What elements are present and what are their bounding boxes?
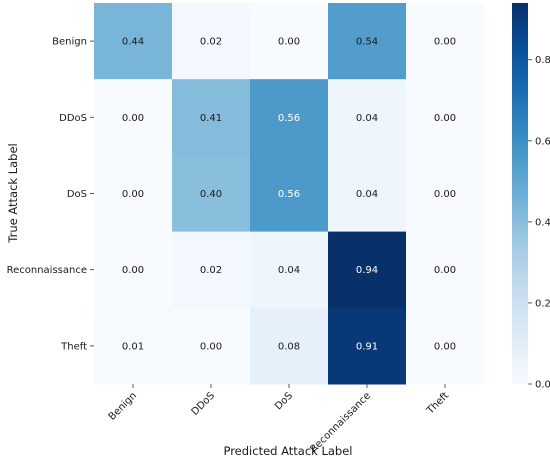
x-tick-label: Benign	[107, 390, 139, 422]
heatmap-cell	[250, 155, 329, 233]
cell-value-label: 0.56	[278, 113, 300, 124]
heatmap-cell	[172, 307, 251, 385]
x-axis-label: Predicted Attack Label	[223, 444, 352, 458]
cell-value-label: 0.94	[356, 265, 378, 276]
colorbar: 0.0 0.2 0.4 0.6 0.8	[512, 3, 550, 391]
cell-value-label: 0.04	[278, 265, 300, 276]
heatmap-cell	[94, 307, 173, 385]
heatmap-cell	[406, 79, 485, 156]
heatmap-cell	[250, 79, 329, 156]
heatmap-cell	[328, 3, 407, 80]
y-tick-label: Reconnaissance	[7, 265, 87, 276]
heatmap-cell	[328, 79, 407, 156]
cell-value-label: 0.00	[200, 341, 222, 352]
cell-value-label: 0.00	[434, 265, 456, 276]
cell-value-label: 0.02	[200, 265, 222, 276]
cell-value-label: 0.01	[122, 341, 144, 352]
heatmap-cell	[94, 155, 173, 233]
colorbar-gradient	[512, 3, 528, 384]
cell-value-label: 0.00	[278, 37, 300, 48]
cell-value-label: 0.41	[200, 113, 222, 124]
cell-value-label: 0.56	[278, 189, 300, 200]
cell-value-label: 0.00	[122, 113, 144, 124]
x-tick-label: DoS	[273, 390, 295, 412]
colorbar-tick-label: 0.0	[535, 380, 550, 391]
heatmap-cell	[250, 231, 329, 309]
x-tick-label: DDoS	[190, 390, 217, 417]
cell-value-label: 0.00	[122, 265, 144, 276]
y-axis-ticks: Benign DDoS DoS Reconnaissance Theft	[7, 37, 94, 352]
cell-value-label: 0.00	[434, 341, 456, 352]
y-tick-label: DDoS	[59, 113, 87, 124]
heatmap-cell	[406, 231, 485, 309]
y-tick-label: DoS	[67, 189, 87, 200]
cell-value-label: 0.91	[356, 341, 378, 352]
cell-value-label: 0.44	[122, 37, 144, 48]
cell-value-label: 0.54	[356, 37, 378, 48]
cell-value-label: 0.00	[434, 37, 456, 48]
heatmap-cell	[94, 79, 173, 156]
heatmap-cell	[172, 155, 251, 233]
cell-value-label: 0.40	[200, 189, 222, 200]
y-axis-label: True Attack Label	[6, 143, 20, 243]
heatmap-cell	[94, 3, 173, 80]
colorbar-tick-label: 0.8	[535, 55, 550, 66]
y-tick-label: Theft	[60, 341, 87, 352]
y-tick-label: Benign	[52, 37, 87, 48]
x-tick-label: Theft	[424, 390, 451, 417]
heatmap-cell	[406, 307, 485, 385]
heatmap: 0.44 0.02 0.00 0.54 0.00 0.00 0.41 0.56 0.04 0.00…	[94, 3, 485, 385]
cell-value-label: 0.08	[278, 341, 300, 352]
heatmap-cell	[406, 3, 485, 80]
cell-value-label: 0.04	[356, 189, 378, 200]
heatmap-cell	[94, 231, 173, 309]
heatmap-cell	[172, 79, 251, 156]
heatmap-cell	[250, 307, 329, 385]
cell-value-label: 0.02	[200, 37, 222, 48]
colorbar-tick-label: 0.4	[535, 217, 550, 228]
cell-value-label: 0.04	[356, 113, 378, 124]
heatmap-cell	[328, 307, 407, 385]
cell-value-label: 0.00	[122, 189, 144, 200]
heatmap-cell	[328, 231, 407, 309]
cell-value-label: 0.00	[434, 113, 456, 124]
heatmap-cell	[172, 231, 251, 309]
heatmap-cell	[250, 3, 329, 80]
cell-value-label: 0.00	[434, 189, 456, 200]
heatmap-cell	[406, 155, 485, 233]
colorbar-tick-label: 0.2	[535, 298, 550, 309]
colorbar-tick-label: 0.6	[535, 136, 550, 147]
heatmap-cell	[328, 155, 407, 233]
heatmap-cell	[172, 3, 251, 80]
